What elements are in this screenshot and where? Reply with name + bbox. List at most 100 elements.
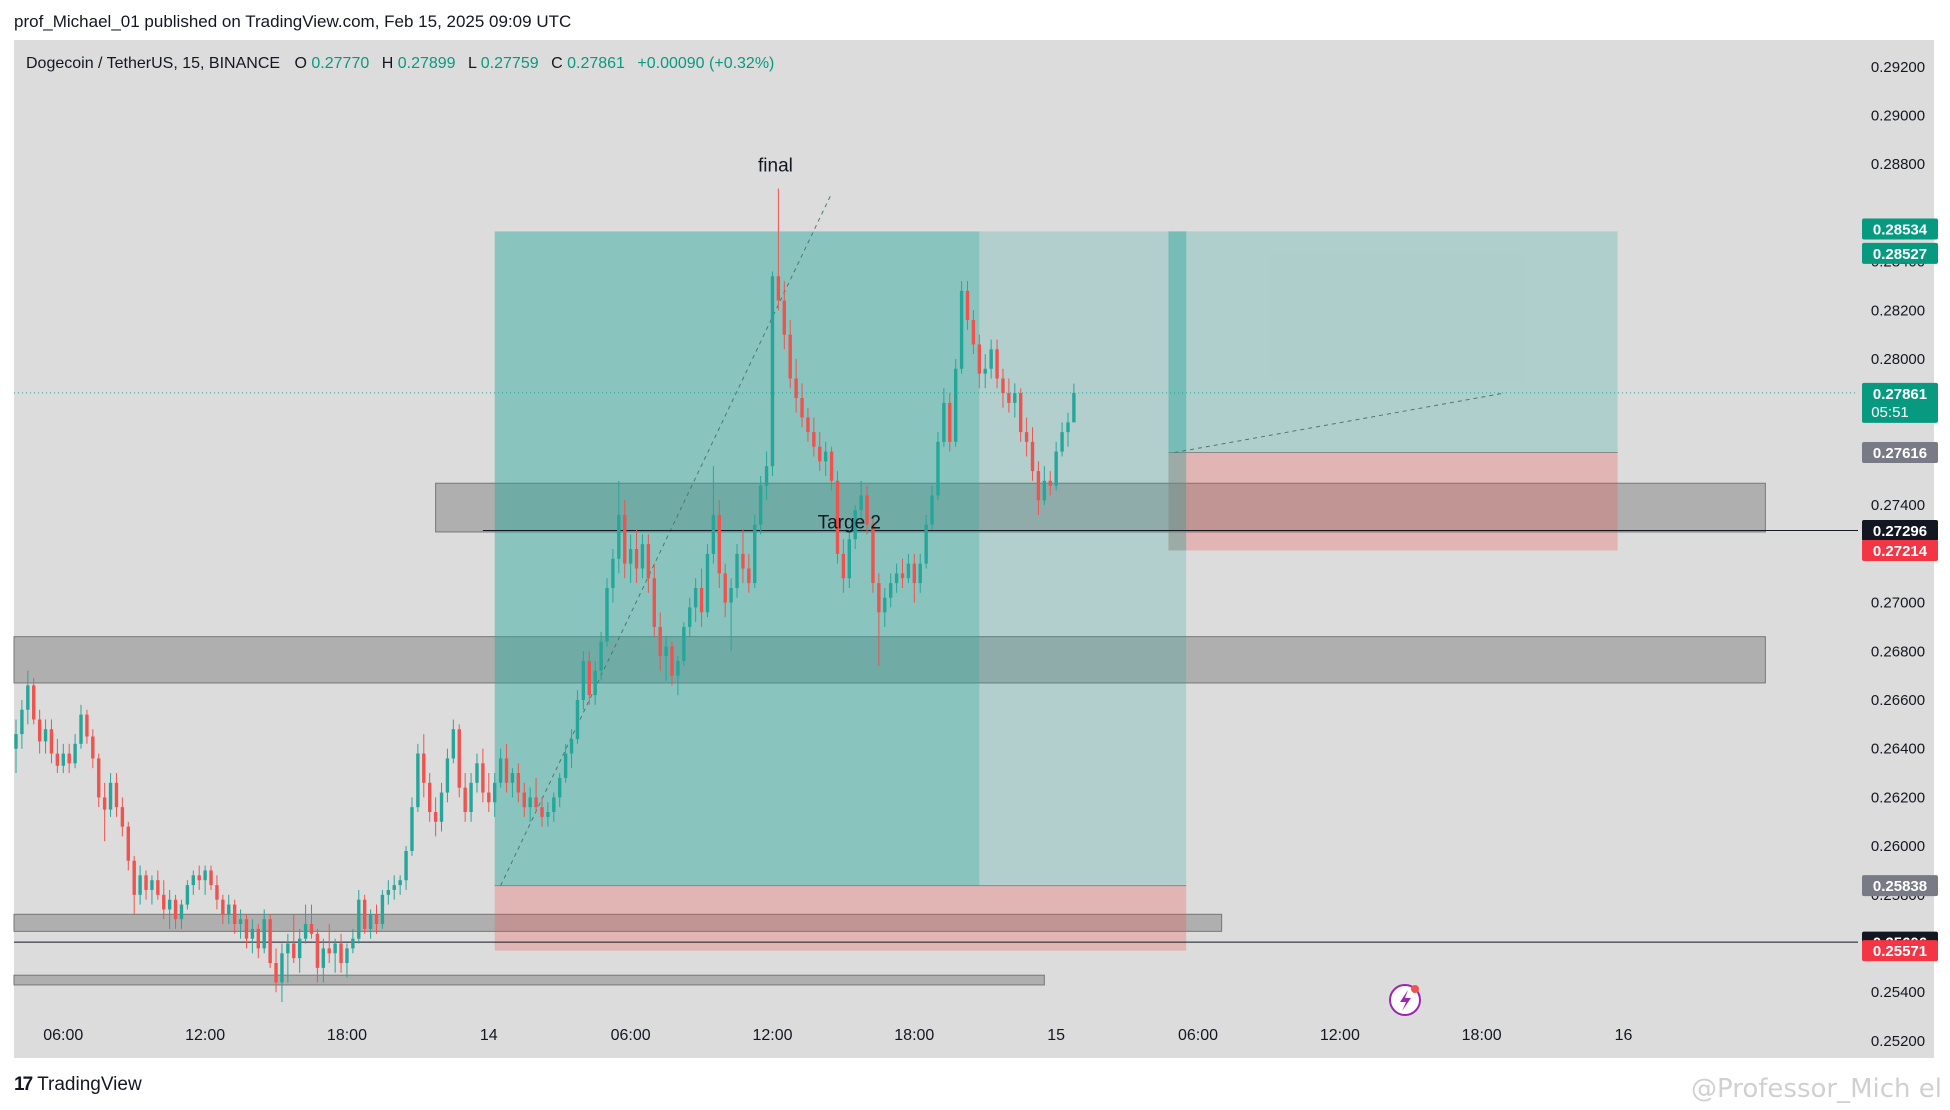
candle[interactable] — [558, 773, 562, 808]
candle[interactable] — [498, 748, 503, 788]
candle[interactable] — [599, 631, 603, 681]
candle[interactable] — [735, 544, 739, 598]
candle[interactable] — [776, 188, 781, 311]
candle[interactable] — [912, 553, 917, 603]
candle[interactable] — [953, 359, 958, 447]
candle[interactable] — [989, 339, 993, 379]
candle[interactable] — [286, 933, 290, 983]
candle[interactable] — [362, 894, 367, 934]
candle[interactable] — [274, 948, 278, 993]
candle[interactable] — [232, 899, 237, 934]
candle[interactable] — [829, 446, 834, 491]
candle[interactable] — [711, 466, 716, 564]
candle[interactable] — [1001, 368, 1005, 408]
candle[interactable] — [806, 407, 810, 442]
candle[interactable] — [516, 763, 521, 803]
candle[interactable] — [818, 432, 822, 472]
candle[interactable] — [971, 310, 976, 355]
candle[interactable] — [114, 773, 119, 817]
candle[interactable] — [883, 587, 887, 627]
candle[interactable] — [333, 938, 337, 973]
candle[interactable] — [120, 797, 125, 837]
candle[interactable] — [85, 709, 89, 744]
candle[interactable] — [327, 924, 331, 964]
candle[interactable] — [55, 738, 60, 774]
candle[interactable] — [729, 578, 733, 652]
candle[interactable] — [528, 787, 532, 822]
candle[interactable] — [357, 889, 361, 944]
candle[interactable] — [49, 719, 54, 764]
candle[interactable] — [930, 485, 934, 530]
candle[interactable] — [617, 480, 621, 574]
candle[interactable] — [433, 797, 438, 837]
candle[interactable] — [800, 383, 804, 428]
candle[interactable] — [942, 388, 946, 447]
candle[interactable] — [847, 529, 852, 588]
candle[interactable] — [918, 553, 922, 593]
candle[interactable] — [652, 563, 656, 637]
replay-icon[interactable] — [1389, 984, 1421, 1016]
candle[interactable] — [705, 544, 710, 618]
candle[interactable] — [510, 768, 515, 798]
candle[interactable] — [623, 500, 627, 579]
price-label-red[interactable]: 0.25571 — [1862, 940, 1938, 962]
candle[interactable] — [20, 699, 24, 749]
candle[interactable] — [297, 928, 302, 973]
candle[interactable] — [782, 281, 786, 350]
candle[interactable] — [179, 899, 184, 929]
candle[interactable] — [380, 889, 385, 929]
candle[interactable] — [1030, 427, 1035, 481]
candle[interactable] — [167, 889, 172, 929]
candle[interactable] — [670, 641, 674, 686]
price-label-green[interactable]: 0.28527 — [1862, 242, 1938, 264]
candle[interactable] — [575, 690, 580, 744]
candle[interactable] — [386, 880, 391, 905]
candle[interactable] — [445, 748, 450, 803]
candle[interactable] — [723, 563, 727, 618]
candle[interactable] — [262, 909, 266, 954]
candle[interactable] — [215, 875, 219, 910]
candle[interactable] — [877, 573, 881, 666]
candle[interactable] — [37, 709, 42, 754]
candle[interactable] — [374, 904, 379, 934]
candle[interactable] — [144, 870, 148, 900]
candle[interactable] — [197, 865, 201, 890]
candle[interactable] — [280, 943, 284, 1002]
candle[interactable] — [250, 919, 255, 954]
candle[interactable] — [688, 597, 692, 637]
candle[interactable] — [108, 773, 113, 817]
candle[interactable] — [1024, 417, 1029, 457]
candle[interactable] — [339, 933, 343, 973]
candle[interactable] — [79, 704, 83, 749]
candle[interactable] — [345, 943, 349, 978]
candle[interactable] — [859, 480, 863, 525]
candle[interactable] — [823, 441, 828, 476]
candle[interactable] — [906, 553, 911, 584]
candle[interactable] — [32, 678, 36, 725]
candle[interactable] — [1060, 422, 1064, 457]
candle[interactable] — [717, 500, 721, 588]
candle[interactable] — [416, 743, 420, 813]
candle[interactable] — [422, 734, 426, 798]
candle[interactable] — [315, 928, 320, 983]
candle[interactable] — [1036, 461, 1041, 515]
candle[interactable] — [102, 782, 107, 842]
candle[interactable] — [61, 743, 65, 774]
candle[interactable] — [173, 894, 178, 929]
candle[interactable] — [959, 281, 964, 374]
price-label-green[interactable]: 0.28534 — [1862, 218, 1938, 240]
candle[interactable] — [504, 743, 509, 793]
candle[interactable] — [268, 914, 272, 968]
candle[interactable] — [812, 417, 816, 457]
candle[interactable] — [481, 748, 485, 803]
candle[interactable] — [43, 719, 48, 754]
candle[interactable] — [747, 553, 751, 593]
candle[interactable] — [185, 880, 190, 910]
candle[interactable] — [593, 661, 597, 705]
resistance-zone-upper[interactable] — [435, 482, 1766, 533]
price-label-red[interactable]: 0.27214 — [1862, 539, 1938, 561]
annotation-text[interactable]: Targe 2 — [818, 512, 881, 533]
candle[interactable] — [203, 865, 207, 895]
